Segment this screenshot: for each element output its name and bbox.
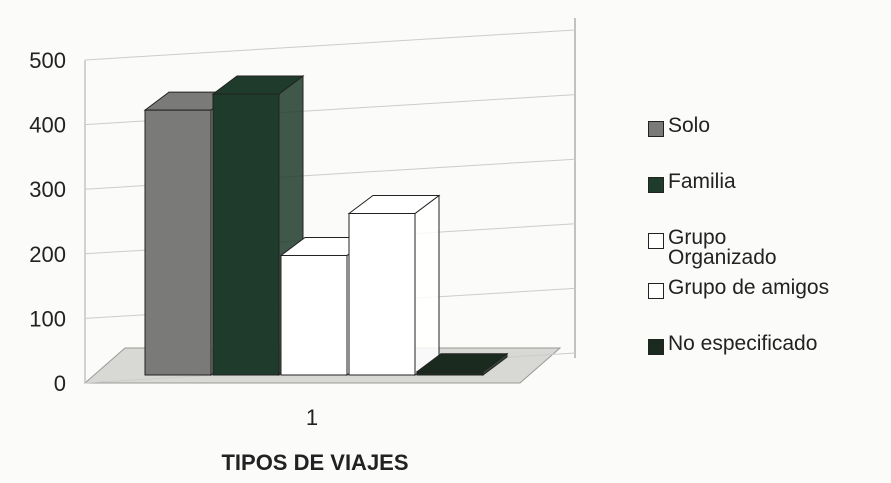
x-tick-label: 1 xyxy=(306,405,318,430)
legend-swatch xyxy=(648,339,664,355)
legend-item: Solo xyxy=(648,114,888,172)
grid-line xyxy=(84,29,576,61)
y-tick-label: 0 xyxy=(54,371,66,396)
y-tick-label: 200 xyxy=(29,242,66,267)
y-tick-label: 500 xyxy=(29,48,66,73)
bar xyxy=(144,109,212,376)
legend-item: Grupo Organizado xyxy=(648,226,888,278)
legend-item: No especificado xyxy=(648,332,888,390)
legend-swatch xyxy=(648,233,664,249)
y-tick-label: 100 xyxy=(29,306,66,331)
legend-item: Familia xyxy=(648,170,888,228)
legend-label: Grupo de amigos xyxy=(668,276,830,299)
legend-label: Solo xyxy=(668,114,711,137)
legend-swatch xyxy=(648,177,664,193)
bar xyxy=(416,371,484,376)
legend-label: No especificado xyxy=(668,332,818,355)
x-axis-label: TIPOS DE VIAJES xyxy=(221,450,408,475)
bar-side xyxy=(414,194,440,376)
y-tick-label: 300 xyxy=(29,177,66,202)
bar xyxy=(212,93,280,376)
bar xyxy=(280,254,348,376)
legend: Solo Familia Grupo Organizado Grupo de amig… xyxy=(648,114,888,390)
legend-swatch xyxy=(648,283,664,299)
y-tick-label: 400 xyxy=(29,113,66,138)
legend-item: Grupo de amigos xyxy=(648,276,888,334)
legend-label: Grupo Organizado xyxy=(668,226,777,269)
bar xyxy=(348,213,416,376)
legend-label: Familia xyxy=(668,170,736,193)
legend-swatch xyxy=(648,121,664,137)
